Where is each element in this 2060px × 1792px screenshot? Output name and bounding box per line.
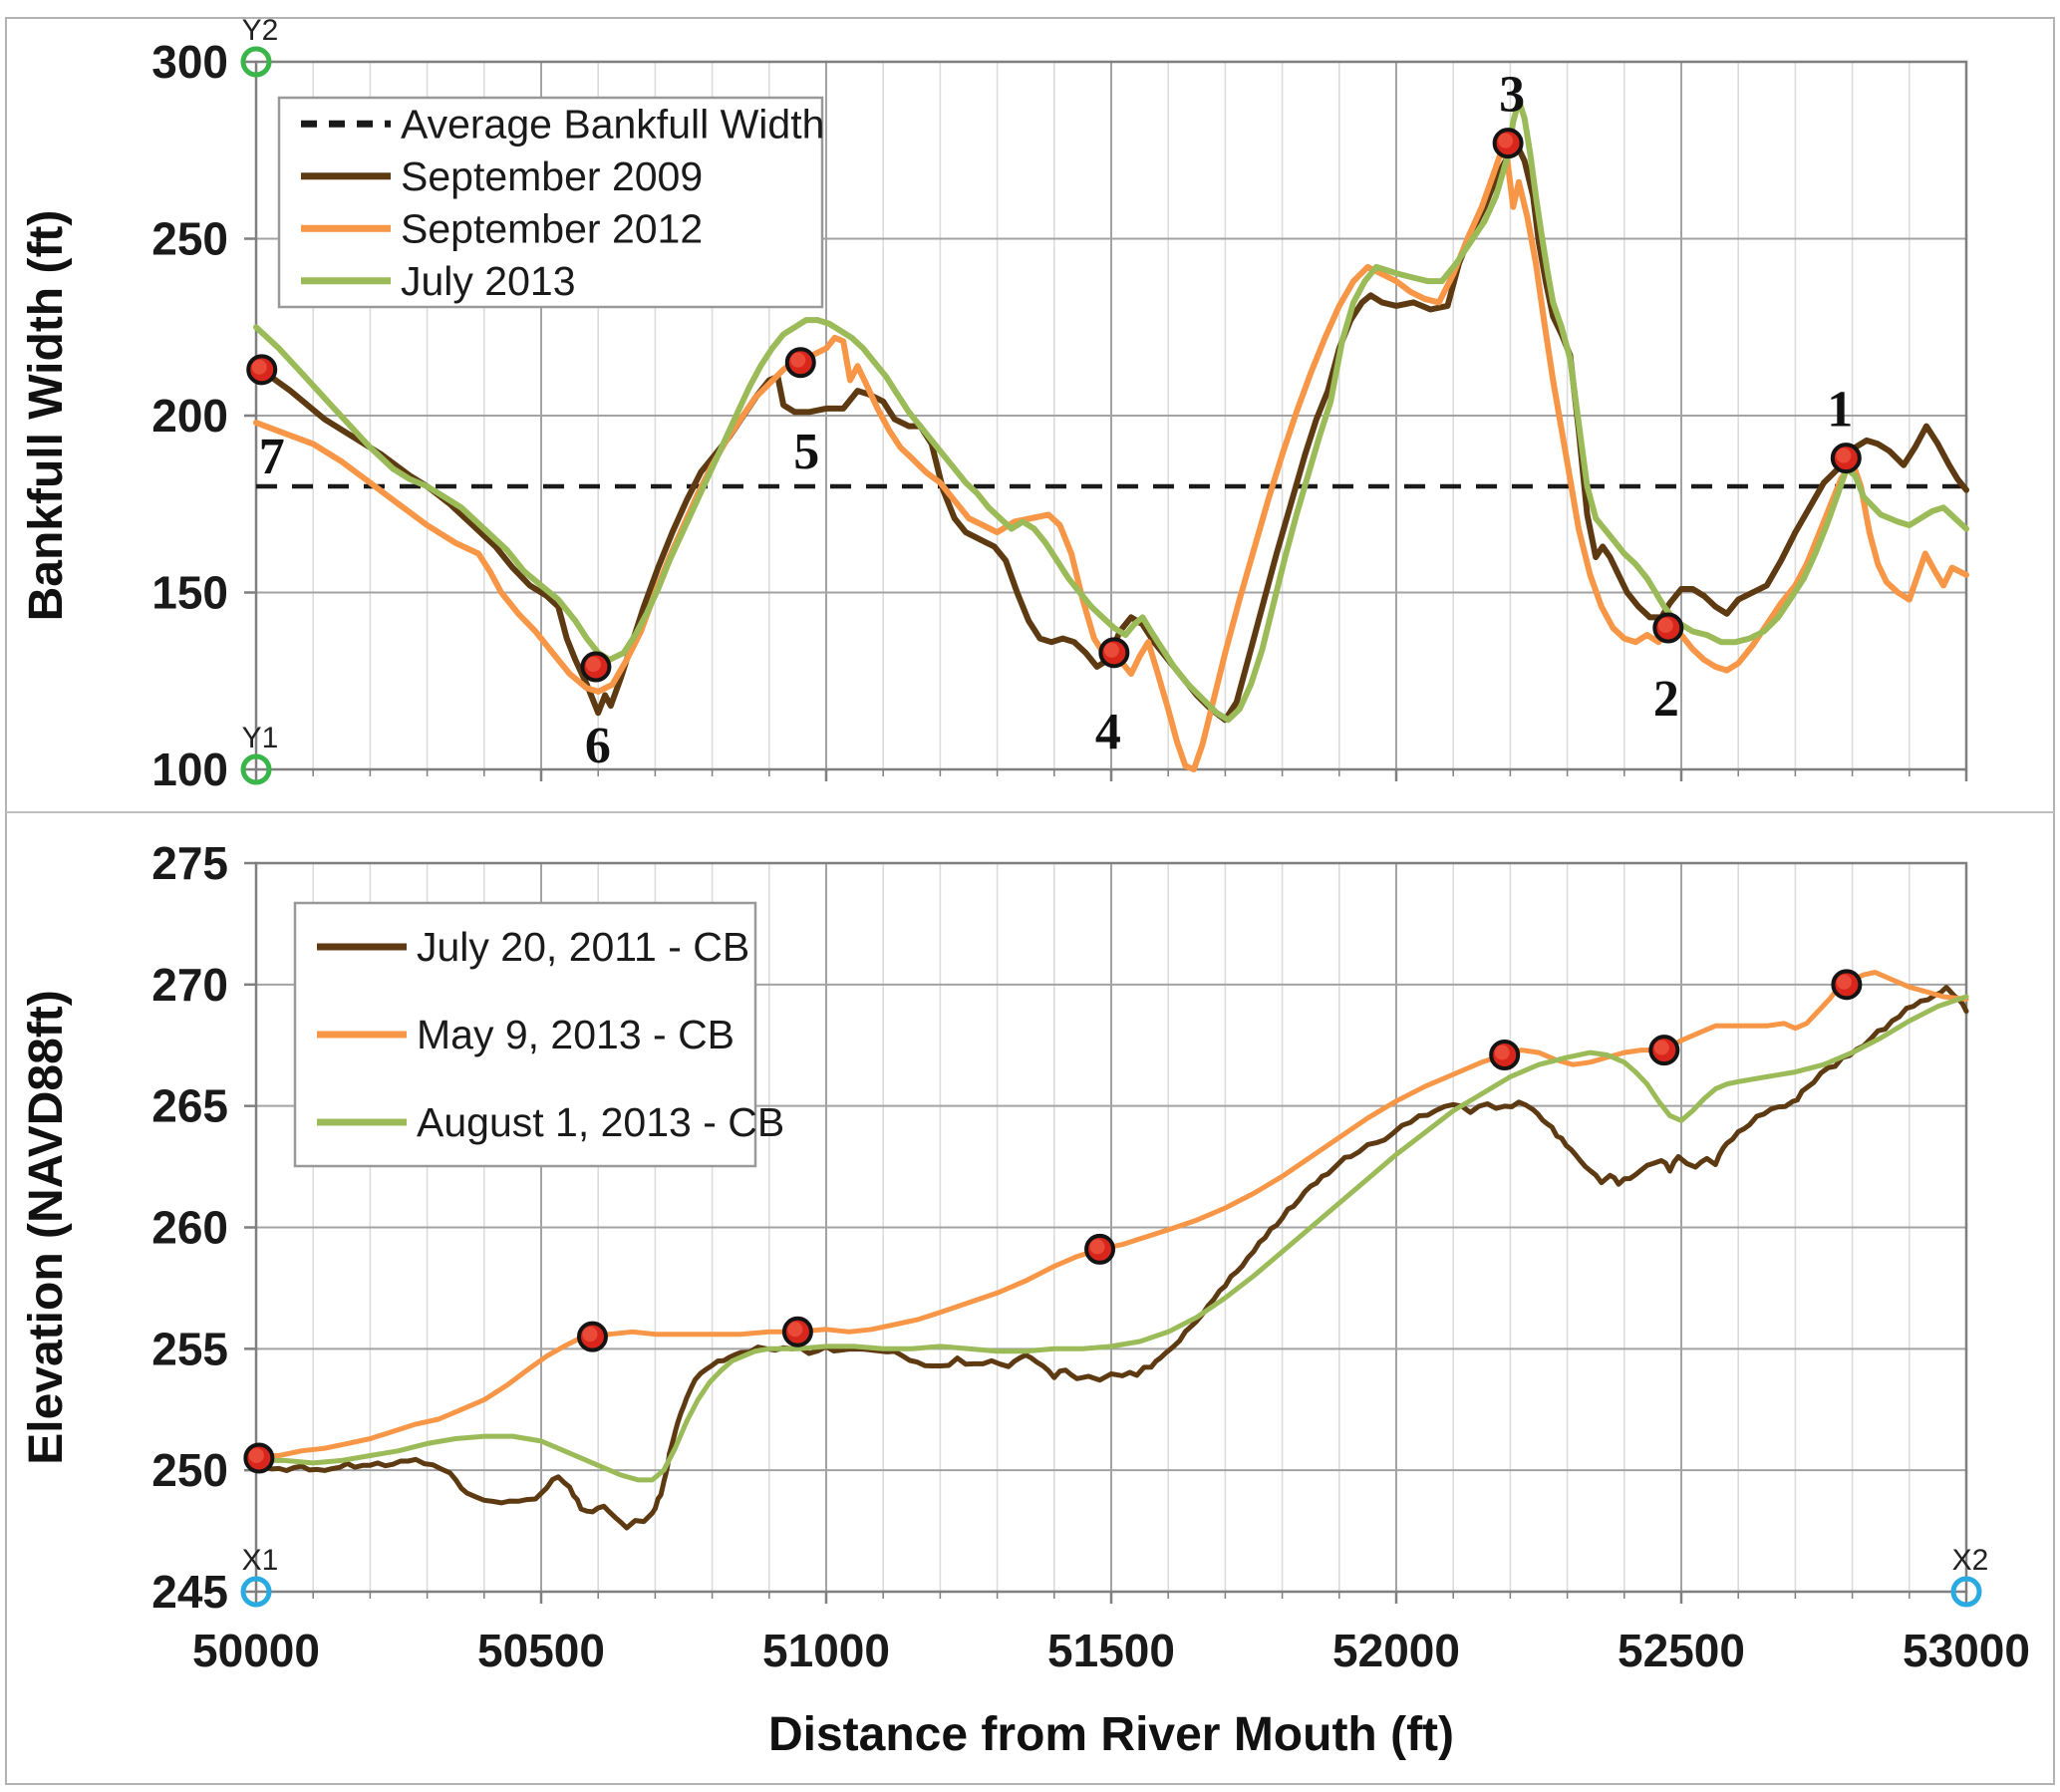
red-dot-highlight [1498,133,1514,149]
x-tick-label-50500: 50500 [477,1625,605,1676]
red-marker [1831,969,1863,1001]
red-marker [576,1321,608,1352]
red-marker-3 [1492,128,1524,159]
legend-label-september-2012: September 2012 [401,205,703,251]
legend-label-july-20-2011-cb: July 20, 2011 - CB [417,924,749,970]
red-marker-7 [246,354,278,386]
calibration-label-x1: X1 [242,1544,279,1577]
red-marker [1489,1039,1521,1070]
legend-bankfull-width: Average Bankfull Width September 2009 Sept… [277,96,824,309]
red-dot-highlight [1103,642,1119,658]
legend-elevation: July 20, 2011 - CB May 9, 2013 - CB August… [293,901,784,1168]
legend-label-august-1-2013-cb: August 1, 2013 - CB [417,1099,784,1145]
cross-section-number-6: 6 [585,718,611,774]
x-tick-label-53000: 53000 [1903,1625,2030,1676]
red-dot-highlight [582,1327,598,1343]
red-dot-highlight [1653,1040,1669,1055]
y-tick-label-260: 260 [151,1202,228,1254]
red-dot-highlight [787,1322,803,1338]
calibration-point-x1 [240,1576,272,1608]
legend-label-may-9-2013-cb: May 9, 2013 - CB [417,1012,735,1057]
calibration-point-y2 [240,46,272,78]
y-tick-label-300: 300 [151,36,228,88]
x-axis-title: Distance from River Mouth (ft) [768,1708,1454,1761]
red-dot-highlight [248,1447,264,1463]
red-marker-5 [784,347,816,379]
y-tick-label-200: 200 [151,390,228,442]
legend-label-september-2009: September 2009 [401,153,703,199]
y-tick-label-265: 265 [151,1080,228,1132]
y-tick-label-150: 150 [151,567,228,619]
red-dot-highlight [1494,1045,1510,1060]
cross-section-number-4: 4 [1095,704,1121,760]
red-marker-4 [1098,637,1130,669]
red-dot-highlight [585,657,601,673]
calibration-label-y2: Y2 [242,14,279,47]
calibration-point-x2 [1950,1576,1982,1608]
cross-section-number-1: 1 [1827,382,1853,439]
y-tick-label-100: 100 [151,744,228,795]
y-tick-label-275: 275 [151,837,228,889]
y-tick-label-250: 250 [151,1444,228,1496]
legend-box [277,96,824,309]
red-marker [781,1316,813,1347]
y-tick-label-270: 270 [151,959,228,1011]
x-tick-label-52000: 52000 [1332,1625,1460,1676]
red-marker-2 [1652,612,1684,644]
cross-section-number-3: 3 [1499,67,1525,124]
red-marker-6 [580,651,612,683]
cross-section-number-2: 2 [1653,671,1679,728]
cross-section-number-5: 5 [793,424,819,480]
red-dot-highlight [1089,1239,1105,1255]
red-dot-highlight [251,359,267,375]
y-axis-title-elevation: Elevation (NAVD88ft) [20,990,73,1465]
red-dot-highlight [1657,618,1673,633]
series-line-august-1-2013-cb [253,994,1969,1483]
chart-panel-bankfull-width: Y2 Y1 1 2 3 4 5 6 7 Average Bankfull Width Septemb… [20,14,1969,795]
calibration-label-x2: X2 [1952,1544,1989,1577]
calibration-point-y1 [240,753,272,785]
cross-section-number-7: 7 [259,429,285,485]
red-dot-highlight [790,352,806,368]
legend-label-average-bankfull-width: Average Bankfull Width [401,101,824,147]
legend-label-july-2013: July 2013 [401,258,576,304]
red-marker [1084,1233,1116,1265]
y-axis-title-bankfull-width: Bankfull Width (ft) [20,210,73,622]
x-tick-label-51500: 51500 [1047,1625,1175,1676]
y-tick-label-250: 250 [151,213,228,265]
x-tick-label-51000: 51000 [762,1625,890,1676]
x-tick-label-52500: 52500 [1618,1625,1745,1676]
red-dot-highlight [1836,448,1852,463]
y-tick-label-255: 255 [151,1323,228,1374]
figure-outer-border [5,17,2055,1785]
red-marker-1 [1830,443,1862,474]
series-line-may-9-2013-cb [253,970,1969,1458]
calibration-label-y1: Y1 [242,722,279,754]
red-marker [243,1442,275,1474]
red-dot-highlight [1836,974,1852,990]
series-line-july-20-2011-cb [253,985,1969,1531]
red-marker [1648,1035,1680,1066]
y-tick-label-245: 245 [151,1566,228,1618]
x-tick-label-50000: 50000 [192,1625,320,1676]
chart-panel-elevation: X1 X2 July 20, 2011 - CB May 9, 2013 - CB Au… [20,837,2030,1761]
